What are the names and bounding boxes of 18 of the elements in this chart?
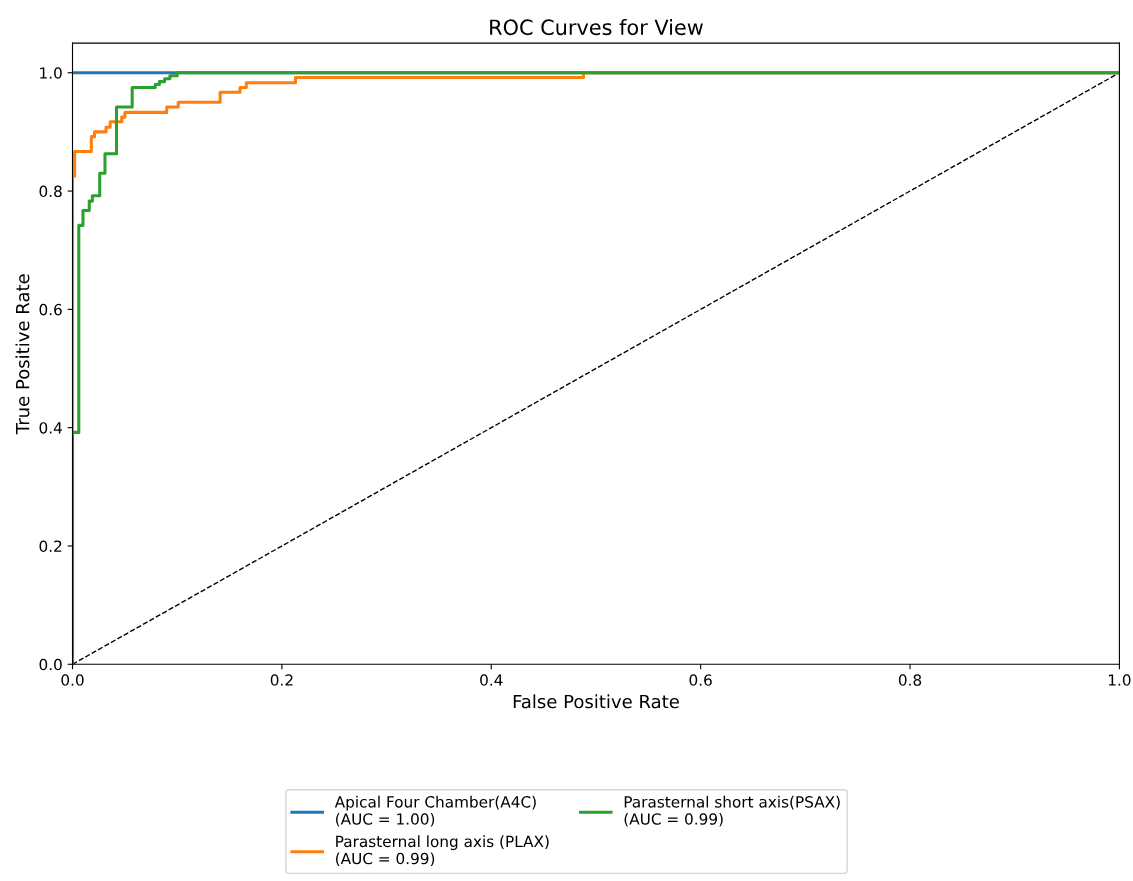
x-tick-label: 0.2 [270,674,293,686]
y-tick-label: 0.8 [39,185,62,198]
y-tick-label: 0.4 [39,422,62,434]
y-tick-label: 0.6 [39,303,62,316]
y-tick-label: 1.0 [40,67,62,79]
chart-title: ROC Curves for View [490,19,703,36]
x-axis-title: False Positive Rate [513,694,679,709]
x-tick-label: 0.8 [898,674,922,686]
x-tick-label: 0.6 [689,674,712,686]
y-tick-label: 0.0 [39,658,62,671]
y-axis-title: True Positive Rate [15,274,30,435]
x-tick-label: 1.0 [1108,674,1131,686]
legend-label: Parasternal long axis (PLAX) (AUC = 0.99) [336,835,549,867]
x-tick-label: 0.0 [61,674,84,686]
x-tick-label: 0.4 [480,674,503,686]
legend-label: Apical Four Chamber(A4C) (AUC = 1.00) [334,795,536,827]
y-tick-label: 0.2 [39,540,62,552]
legend-label: Parasternal short axis(PSAX) (AUC = 0.99) [624,795,840,827]
